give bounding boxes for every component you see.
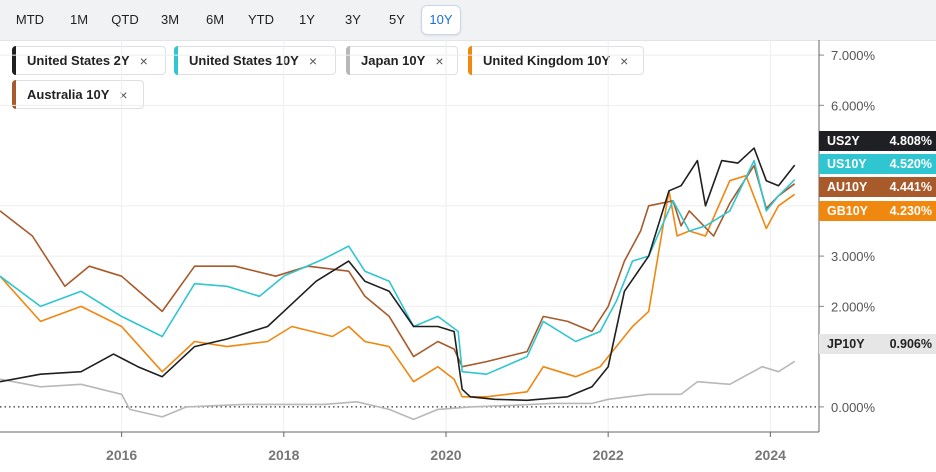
x-tick-label: 2024: [755, 447, 786, 463]
legend-label: United Kingdom 10Y: [483, 53, 611, 68]
tag-value: 4.230%: [889, 204, 932, 218]
close-icon[interactable]: ×: [119, 86, 128, 103]
series-line-united-states-10y: [0, 159, 796, 375]
legend-swatch: [12, 80, 16, 109]
y-tick-label: 7.000%: [831, 48, 876, 63]
legend-swatch: [12, 46, 16, 75]
value-tag-gb10y: GB10Y 4.230%: [819, 201, 936, 221]
x-tick-label: 2016: [106, 447, 137, 463]
value-tag-jp10y: JP10Y 0.906%: [819, 334, 936, 354]
series-line-united-states-2y: [0, 147, 796, 402]
tag-code: US10Y: [827, 157, 867, 171]
close-icon[interactable]: ×: [308, 52, 318, 69]
value-tag-us2y: US2Y 4.808%: [819, 131, 936, 151]
legend-swatch: [346, 46, 350, 75]
y-tick-label: 0.000%: [831, 400, 876, 415]
tag-value: 0.906%: [889, 337, 932, 351]
legend-swatch: [174, 46, 178, 75]
tag-code: AU10Y: [827, 180, 868, 194]
legend-label: United States 10Y: [189, 53, 299, 68]
close-icon[interactable]: ×: [435, 52, 444, 69]
tag-value: 4.808%: [889, 134, 932, 148]
close-icon[interactable]: ×: [620, 52, 629, 69]
legend-chip[interactable]: United Kingdom 10Y ×: [468, 46, 644, 75]
legend-swatch: [468, 46, 472, 75]
range-button-1m[interactable]: 1M: [69, 12, 89, 27]
range-button-1y[interactable]: 1Y: [299, 12, 315, 27]
x-tick-label: 2022: [593, 447, 624, 463]
tag-code: US2Y: [827, 134, 860, 148]
range-button-3m[interactable]: 3M: [160, 12, 180, 27]
legend-label: Japan 10Y: [361, 53, 426, 68]
legend-label: United States 2Y: [27, 53, 130, 68]
y-tick-label: 2.000%: [831, 299, 876, 314]
y-tick-label: 3.000%: [831, 249, 876, 264]
x-tick-label: 2020: [430, 447, 461, 463]
value-tag-au10y: AU10Y 4.441%: [819, 177, 936, 197]
tag-value: 4.520%: [889, 157, 932, 171]
range-button-ytd[interactable]: YTD: [248, 12, 274, 27]
range-button-6m[interactable]: 6M: [205, 12, 225, 27]
range-button-3y[interactable]: 3Y: [345, 12, 361, 27]
tag-code: JP10Y: [827, 337, 865, 351]
range-button-5y[interactable]: 5Y: [389, 12, 405, 27]
tag-code: GB10Y: [827, 204, 868, 218]
close-icon[interactable]: ×: [139, 52, 148, 69]
value-tag-us10y: US10Y 4.520%: [819, 154, 936, 174]
series-line-japan-10y: [0, 360, 796, 421]
x-tick-label: 2018: [268, 447, 299, 463]
legend-label: Australia 10Y: [27, 87, 110, 102]
range-button-mtd[interactable]: MTD: [15, 12, 45, 27]
series-line-australia-10y: [0, 164, 796, 368]
range-button-10y[interactable]: 10Y: [421, 5, 461, 35]
legend-chip[interactable]: United States 2Y ×: [12, 46, 166, 75]
yield-chart: 201620182020202220240.000%2.000%3.000%4.…: [0, 40, 876, 463]
range-toolbar: MTD 1M QTD 3M 6M YTD 1Y 3Y 5Y 10Y: [0, 0, 936, 41]
legend-chip[interactable]: Japan 10Y ×: [346, 46, 458, 75]
y-tick-label: 6.000%: [831, 98, 876, 113]
tag-value: 4.441%: [889, 180, 932, 194]
range-button-qtd[interactable]: QTD: [111, 12, 139, 27]
legend-chip[interactable]: United States 10Y ×: [174, 46, 336, 75]
